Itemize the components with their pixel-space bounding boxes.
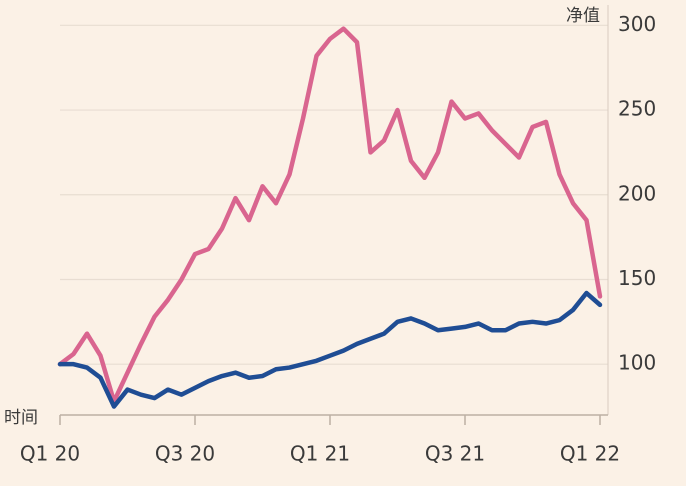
y-tick-label: 100 — [618, 351, 656, 375]
y-tick-label: 200 — [618, 181, 656, 205]
line-series — [57, 290, 603, 409]
x-tick-label: Q3 21 — [425, 442, 485, 466]
y-tick-label: 150 — [618, 266, 656, 290]
y-tick-label: 300 — [618, 12, 656, 36]
line-series — [57, 26, 603, 404]
y-tick-label: 250 — [618, 97, 656, 121]
x-tick-label: Q1 22 — [560, 442, 620, 466]
x-tick-label: Q1 21 — [290, 442, 350, 466]
y-axis-label: 净值 — [566, 6, 600, 26]
x-tick-label: Q1 20 — [20, 442, 80, 466]
x-tick-label: Q3 20 — [155, 442, 215, 466]
x-axis-label: 时间 — [4, 408, 38, 428]
